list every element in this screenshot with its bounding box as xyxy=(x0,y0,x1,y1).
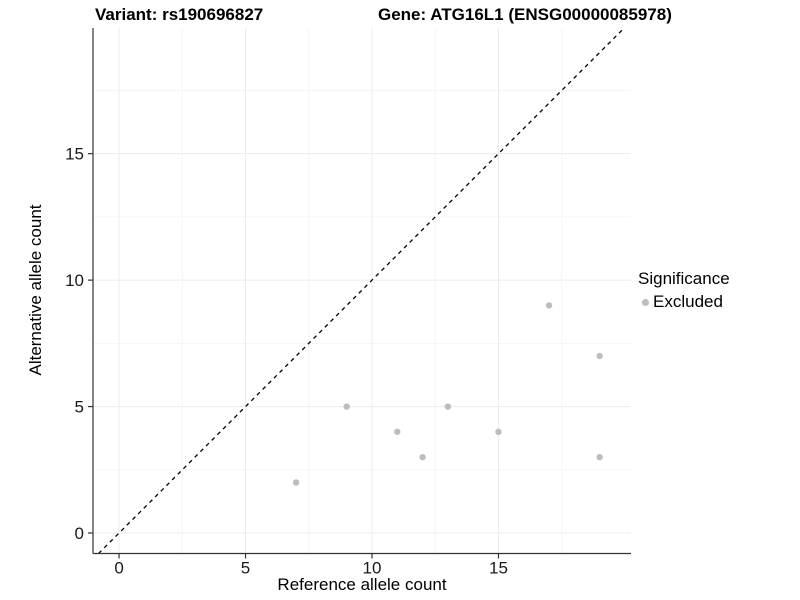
data-point xyxy=(419,453,426,461)
legend-title: Significance xyxy=(638,269,730,288)
x-axis-title: Reference allele count xyxy=(277,575,447,594)
legend-point-icon xyxy=(642,298,649,306)
x-tick-label: 5 xyxy=(241,559,250,578)
y-axis-title: Alternative allele count xyxy=(26,204,45,376)
data-point xyxy=(343,403,350,410)
x-tick-label: 10 xyxy=(363,559,382,578)
data-point xyxy=(444,403,452,410)
y-tick-label: 10 xyxy=(65,271,84,290)
x-tick-label: 15 xyxy=(489,559,508,578)
data-point xyxy=(596,352,603,360)
legend-entry-label: Excluded xyxy=(653,292,723,311)
data-point xyxy=(596,453,603,461)
y-tick-label: 15 xyxy=(65,145,84,164)
data-point xyxy=(394,428,401,436)
legend-entry: Excluded xyxy=(638,292,730,312)
y-tick-label: 0 xyxy=(75,524,84,543)
y-tick-label: 5 xyxy=(75,398,84,417)
gene-title: Gene: ATG16L1 (ENSG00000085978) xyxy=(378,5,672,24)
x-tick-label: 0 xyxy=(114,559,123,578)
data-point xyxy=(495,428,502,436)
data-point xyxy=(292,479,300,486)
variant-title: Variant: rs190696827 xyxy=(95,5,264,24)
data-point xyxy=(545,302,553,309)
identity-dashed-line xyxy=(98,27,625,554)
legend: Significance Excluded xyxy=(638,269,730,312)
